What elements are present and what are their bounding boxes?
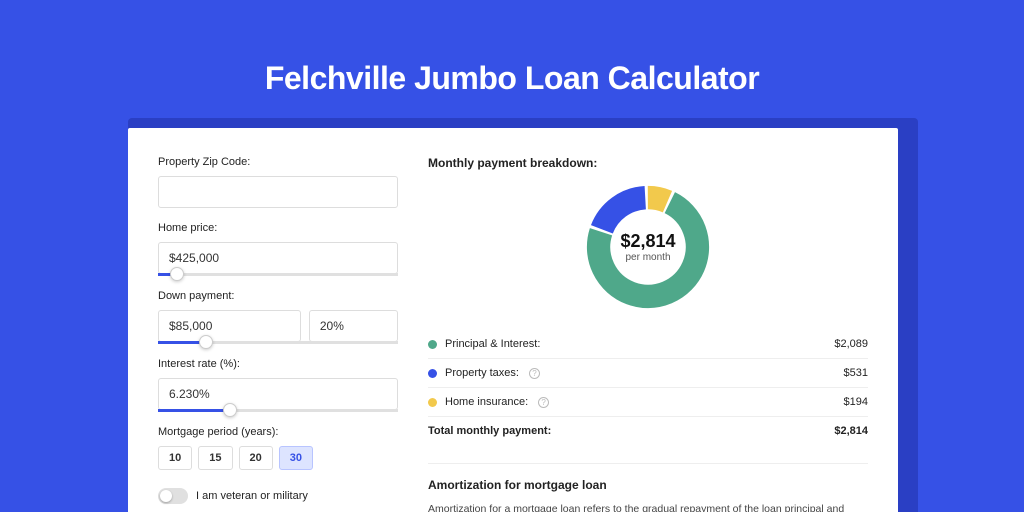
info-icon[interactable]: ? [529, 368, 540, 379]
mortgage-period-option[interactable]: 10 [158, 446, 192, 470]
legend-value: $2,089 [834, 338, 868, 350]
mortgage-period-option[interactable]: 20 [239, 446, 273, 470]
legend-row: Home insurance:? $194 [428, 387, 868, 416]
down-payment-label: Down payment: [158, 290, 398, 302]
donut-amount: $2,814 [620, 231, 675, 252]
legend-row: Principal & Interest: $2,089 [428, 330, 868, 358]
down-payment-field-group: Down payment: [158, 290, 398, 344]
mortgage-period-options: 1015 2030 [158, 446, 398, 470]
home-price-input[interactable] [158, 242, 398, 274]
inputs-column: Property Zip Code: Home price: Down paym… [158, 156, 398, 500]
zip-label: Property Zip Code: [158, 156, 398, 168]
home-price-slider[interactable] [158, 273, 398, 276]
total-label: Total monthly payment: [428, 425, 551, 437]
mortgage-period-option[interactable]: 30 [279, 446, 313, 470]
info-icon[interactable]: ? [538, 397, 549, 408]
legend: Principal & Interest: $2,089 Property taxe… [428, 330, 868, 416]
legend-row: Property taxes:? $531 [428, 358, 868, 387]
amortization-title: Amortization for mortgage loan [428, 463, 868, 492]
down-payment-amount-input[interactable] [158, 310, 301, 342]
home-price-field-group: Home price: [158, 222, 398, 276]
total-row: Total monthly payment: $2,814 [428, 416, 868, 445]
amortization-text: Amortization for a mortgage loan refers … [428, 502, 868, 512]
legend-value: $531 [844, 367, 868, 379]
page-title: Felchville Jumbo Loan Calculator [0, 0, 1024, 97]
interest-rate-slider-thumb[interactable] [223, 403, 237, 417]
mortgage-period-label: Mortgage period (years): [158, 426, 398, 438]
legend-value: $194 [844, 396, 868, 408]
legend-dot [428, 369, 437, 378]
payment-donut-chart: $2,814 per month [583, 182, 713, 312]
veteran-toggle-row: I am veteran or military [158, 488, 398, 504]
total-value: $2,814 [834, 425, 868, 437]
page-background: Felchville Jumbo Loan Calculator Propert… [0, 0, 1024, 512]
legend-label: Property taxes: [445, 367, 519, 379]
veteran-toggle-knob [160, 490, 172, 502]
breakdown-column: Monthly payment breakdown: $2,814 per mo… [428, 156, 868, 500]
legend-label: Home insurance: [445, 396, 528, 408]
zip-field-group: Property Zip Code: [158, 156, 398, 208]
home-price-slider-thumb[interactable] [170, 267, 184, 281]
mortgage-period-field-group: Mortgage period (years): 1015 2030 [158, 426, 398, 470]
breakdown-title: Monthly payment breakdown: [428, 156, 868, 170]
veteran-label: I am veteran or military [196, 490, 308, 502]
down-payment-slider[interactable] [158, 341, 398, 344]
interest-rate-input[interactable] [158, 378, 398, 410]
legend-dot [428, 398, 437, 407]
down-payment-pct-input[interactable] [309, 310, 398, 342]
zip-input[interactable] [158, 176, 398, 208]
home-price-label: Home price: [158, 222, 398, 234]
donut-container: $2,814 per month [428, 182, 868, 312]
veteran-toggle[interactable] [158, 488, 188, 504]
down-payment-slider-thumb[interactable] [199, 335, 213, 349]
mortgage-period-option[interactable]: 15 [198, 446, 232, 470]
donut-center: $2,814 per month [583, 182, 713, 312]
interest-rate-field-group: Interest rate (%): [158, 358, 398, 412]
interest-rate-slider[interactable] [158, 409, 398, 412]
interest-rate-label: Interest rate (%): [158, 358, 398, 370]
legend-dot [428, 340, 437, 349]
donut-subtext: per month [625, 252, 670, 263]
calculator-card: Property Zip Code: Home price: Down paym… [128, 128, 898, 512]
legend-label: Principal & Interest: [445, 338, 540, 350]
